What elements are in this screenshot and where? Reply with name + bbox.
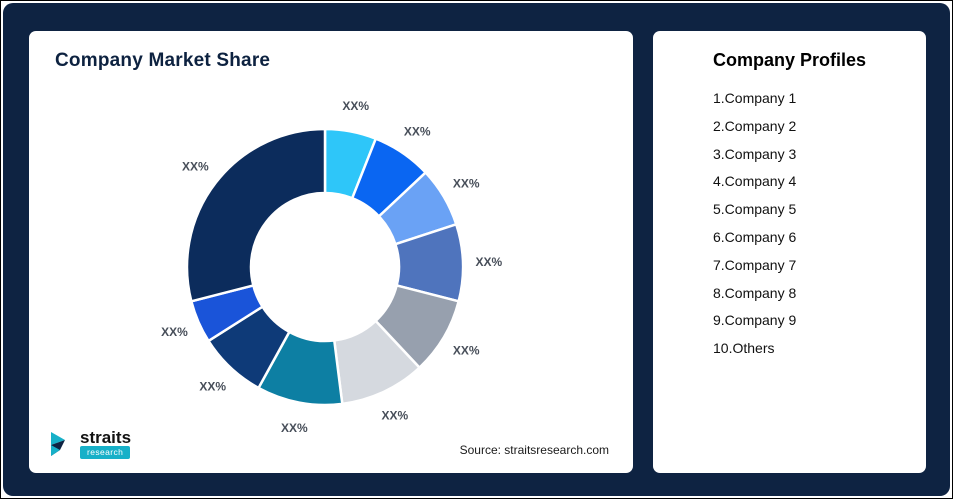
profile-item: 8.Company 8 xyxy=(713,284,797,301)
straits-logo-icon xyxy=(51,432,65,456)
profile-item: 5.Company 5 xyxy=(713,201,797,218)
segment-label: XX% xyxy=(453,344,480,358)
company-profiles-card: Company Profiles 1.Company 1 2.Company 2 3… xyxy=(653,31,926,473)
profile-item: 9.Company 9 xyxy=(713,312,797,329)
segment-label: XX% xyxy=(453,177,480,191)
profile-item: 10.Others xyxy=(713,340,775,357)
segment-label: XX% xyxy=(342,99,369,113)
profile-item: 3.Company 3 xyxy=(713,145,797,162)
segment-label: XX% xyxy=(199,380,226,394)
segment-label: XX% xyxy=(381,408,408,422)
segment-label: XX% xyxy=(161,325,188,339)
profile-item: 7.Company 7 xyxy=(713,256,797,273)
profile-item: 2.Company 2 xyxy=(713,117,797,134)
profiles-title: Company Profiles xyxy=(712,50,867,70)
chart-title: Company Market Share xyxy=(55,50,271,71)
donut-chart: XX% XX% XX% XX% XX% XX% XX% XX% XX% XX% xyxy=(161,99,503,435)
source-attribution: Source: straitsresearch.com xyxy=(459,443,609,457)
profile-item: 1.Company 1 xyxy=(713,90,797,106)
segment-label: XX% xyxy=(182,160,209,174)
straits-logo: straits research xyxy=(49,429,131,459)
logo-name: straits xyxy=(80,428,132,447)
donut-segment xyxy=(185,127,327,303)
straits-logo-text: straits research xyxy=(80,429,131,459)
profile-item: 6.Company 6 xyxy=(713,228,797,245)
profiles-list: 1.Company 1 2.Company 2 3.Company 3 4.Compa… xyxy=(713,85,926,363)
profile-item: 4.Company 4 xyxy=(713,173,797,190)
segment-label: XX% xyxy=(476,255,503,269)
market-share-card: Company Market Share XX% XX% XX% XX% XX% XX% X… xyxy=(29,31,633,473)
segment-label: XX% xyxy=(404,124,431,138)
segment-label: XX% xyxy=(281,421,308,435)
logo-subtitle: research xyxy=(80,446,131,459)
